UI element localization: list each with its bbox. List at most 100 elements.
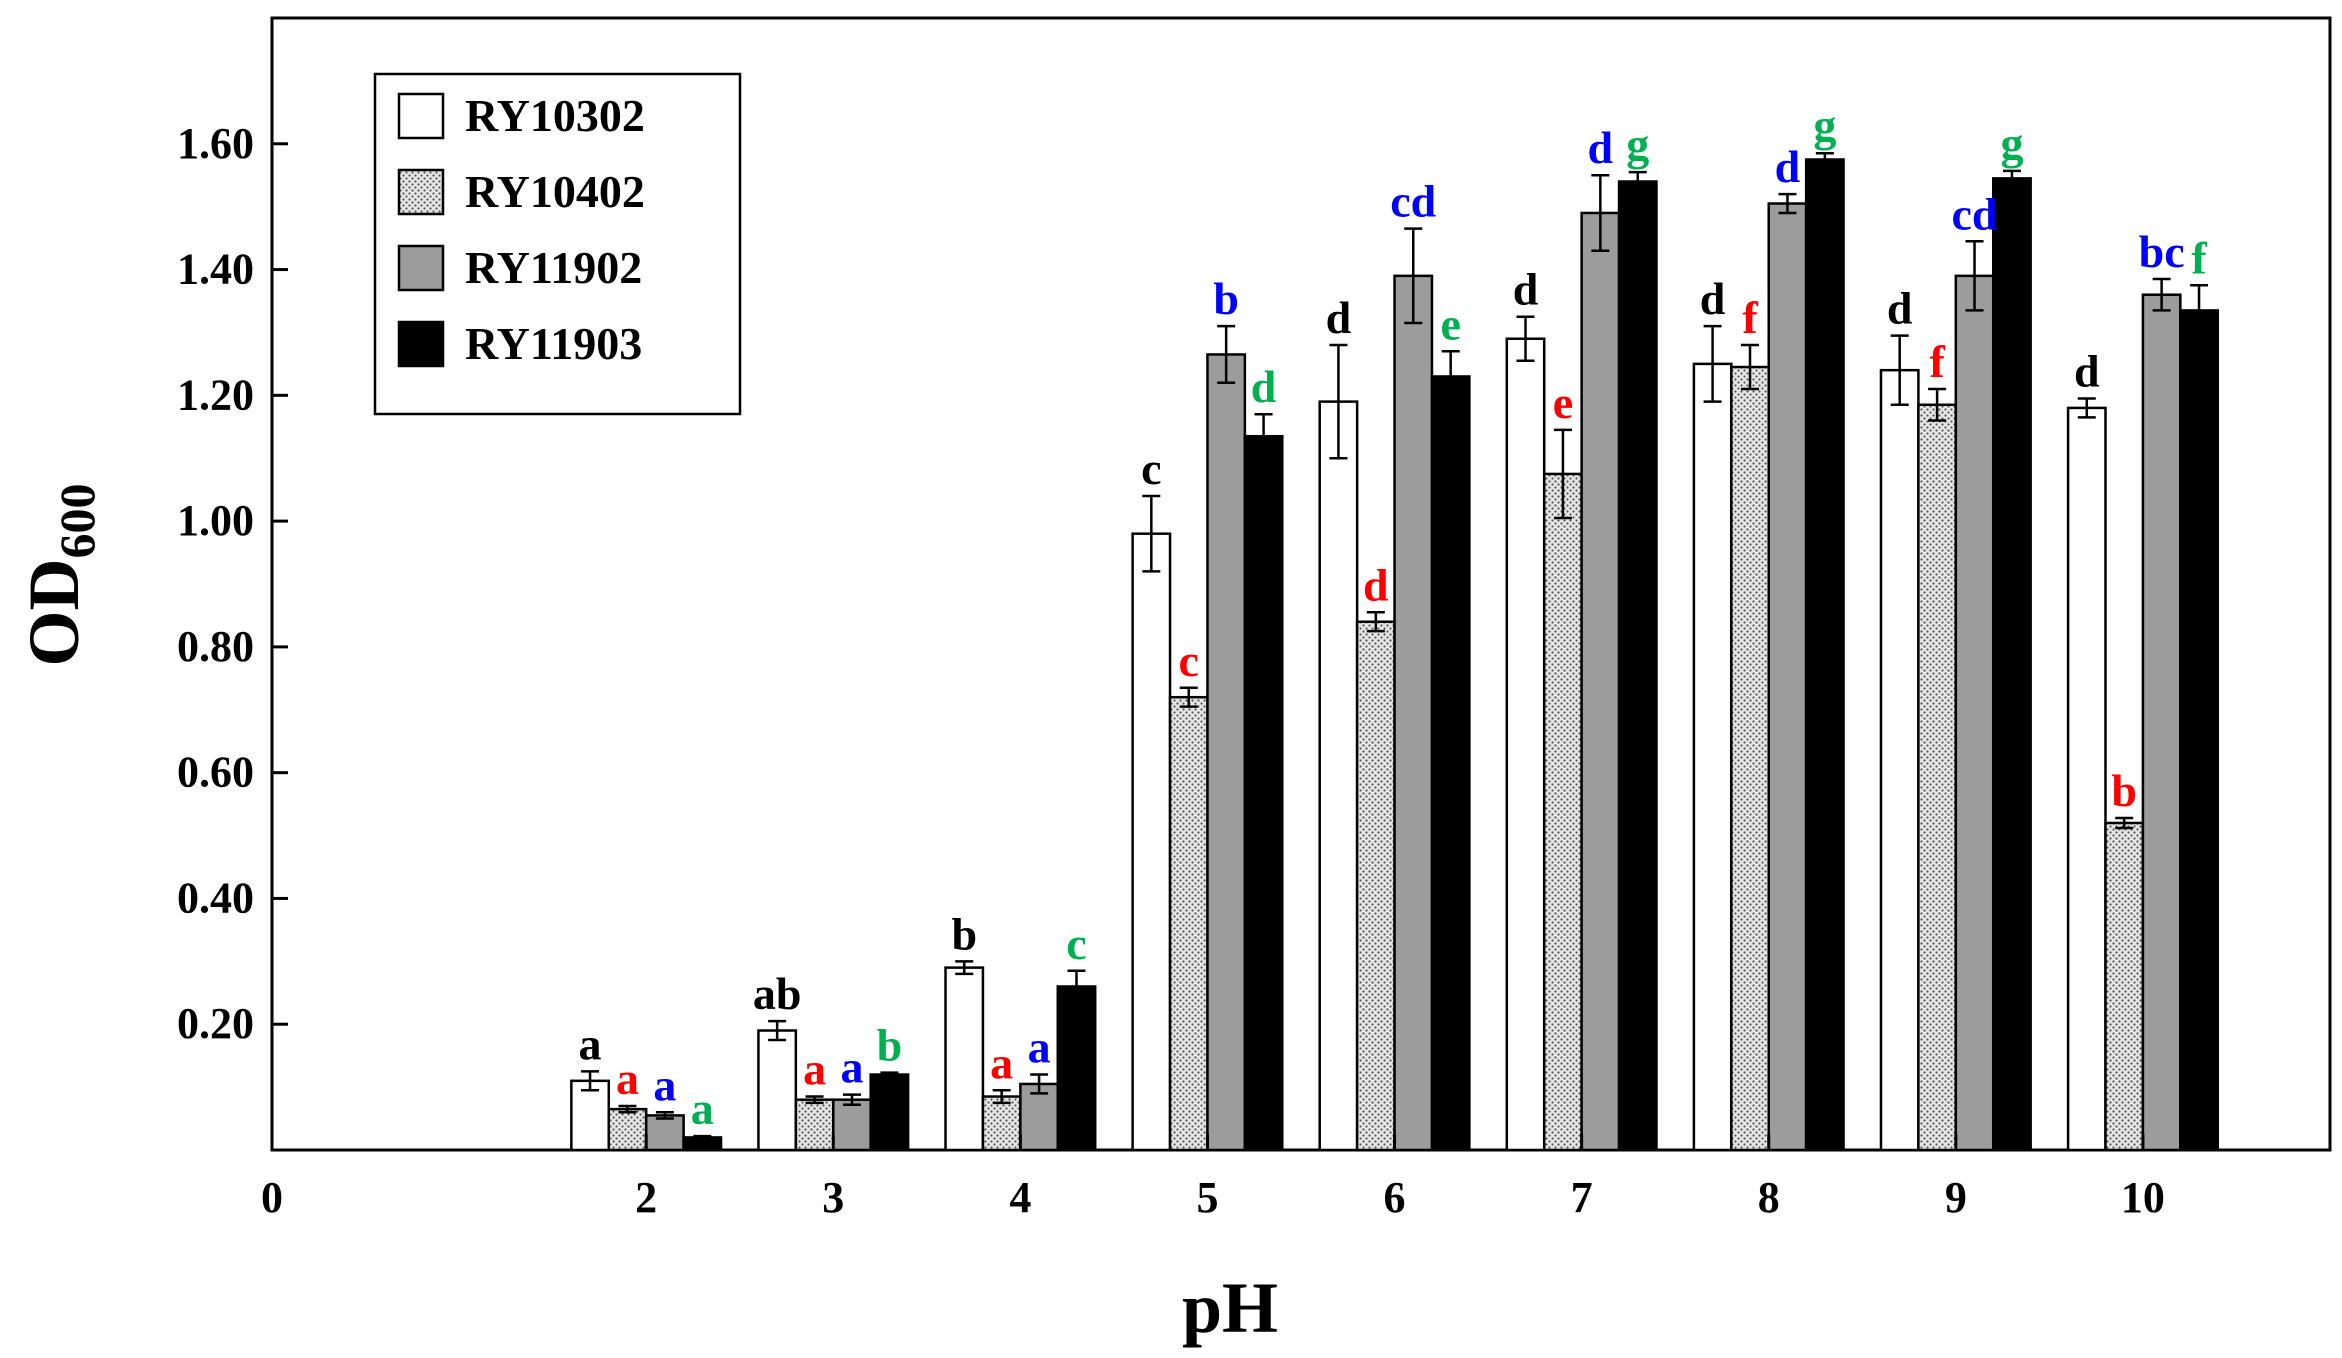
significance-letter: d xyxy=(1887,283,1913,334)
error-bar xyxy=(2152,277,2171,312)
significance-letter: d xyxy=(1775,141,1801,192)
error-bar xyxy=(618,1104,637,1114)
y-axis-label-text: OD600 xyxy=(14,484,105,667)
bar xyxy=(1430,375,1471,1152)
y-tick-label: 1.60 xyxy=(177,119,254,168)
bar xyxy=(607,1107,648,1152)
significance-letter: bc xyxy=(2139,226,2185,277)
y-tick-label: 0.60 xyxy=(177,748,254,797)
significance-letter: d xyxy=(1251,361,1277,412)
error-bar xyxy=(1778,192,1797,215)
error-bar xyxy=(1142,494,1161,573)
error-bar xyxy=(2077,397,2096,419)
y-tick-label: 0.40 xyxy=(177,873,254,922)
bar xyxy=(2104,821,2145,1152)
x-tick-label: 8 xyxy=(1758,1173,1780,1222)
bar xyxy=(1879,368,1920,1152)
y-tick-label: 1.40 xyxy=(177,245,254,294)
y-axis-label-main: OD xyxy=(14,559,94,667)
bar xyxy=(1505,337,1546,1152)
bar xyxy=(1318,400,1359,1152)
error-bar xyxy=(2190,284,2209,337)
legend-swatch xyxy=(397,320,445,368)
significance-letter: d xyxy=(1326,292,1352,343)
error-bar xyxy=(693,1134,712,1140)
significance-letter: g xyxy=(2000,118,2023,169)
y-axis-label-subscript: 600 xyxy=(49,484,105,559)
error-bar xyxy=(655,1111,674,1120)
significance-letter: f xyxy=(1929,336,1945,387)
legend-label: RY11902 xyxy=(465,242,642,293)
significance-letter: g xyxy=(1813,100,1836,151)
legend-swatch xyxy=(397,244,445,292)
error-bar xyxy=(1890,334,1909,407)
significance-letter: a xyxy=(803,1044,826,1095)
legend-label: RY10402 xyxy=(465,166,645,217)
significance-letter: d xyxy=(2074,345,2100,396)
error-bar xyxy=(1516,315,1535,362)
bar xyxy=(1991,177,2032,1152)
significance-letter: a xyxy=(840,1042,863,1093)
bar xyxy=(644,1114,685,1152)
bar xyxy=(1804,158,1845,1152)
error-bar xyxy=(1965,240,1984,312)
bar xyxy=(944,966,985,1152)
error-bar xyxy=(1067,969,1086,1004)
significance-letter: cd xyxy=(1390,176,1436,227)
error-bar xyxy=(1928,387,1947,422)
error-bar xyxy=(1030,1073,1049,1095)
significance-letter: a xyxy=(691,1083,714,1134)
x-tick-label: 10 xyxy=(2121,1173,2165,1222)
significance-letter: d xyxy=(1700,273,1726,324)
error-bar xyxy=(1741,343,1760,391)
error-bar xyxy=(1179,686,1198,708)
error-bar xyxy=(2002,169,2021,188)
significance-letter: b xyxy=(1213,273,1239,324)
significance-letter: d xyxy=(1513,264,1539,315)
bar xyxy=(832,1098,872,1152)
x-tick-label: 0 xyxy=(261,1173,283,1222)
bar xyxy=(1767,202,1808,1152)
y-tick-label: 0.80 xyxy=(177,622,254,671)
error-bar xyxy=(1404,227,1423,325)
error-bar xyxy=(1703,324,1722,403)
y-tick-label: 1.20 xyxy=(177,370,254,419)
bar xyxy=(1393,274,1434,1152)
significance-letter: f xyxy=(1742,292,1758,343)
y-axis-label: OD600 xyxy=(14,484,105,667)
bar xyxy=(869,1073,910,1152)
legend-swatch xyxy=(397,92,445,140)
bar xyxy=(1617,180,1658,1152)
bar xyxy=(1580,211,1621,1152)
x-tick-label: 2 xyxy=(635,1173,657,1222)
significance-letter: d xyxy=(1588,122,1614,173)
significance-letter: d xyxy=(1363,559,1389,610)
y-tick-label: 0.20 xyxy=(177,999,254,1048)
plot-area-border xyxy=(270,16,2332,1152)
significance-letter: f xyxy=(2191,232,2207,283)
x-tick-label: 9 xyxy=(1945,1173,1967,1222)
error-bar xyxy=(955,960,974,976)
error-bar xyxy=(805,1095,824,1105)
bar xyxy=(794,1098,835,1152)
significance-letter: b xyxy=(951,908,977,959)
bar xyxy=(1542,472,1583,1152)
error-bar xyxy=(2115,816,2134,830)
bar xyxy=(981,1095,1022,1152)
error-bar xyxy=(1591,173,1610,252)
error-bar xyxy=(1254,412,1273,460)
significance-letter: a xyxy=(990,1037,1013,1088)
bar xyxy=(2141,293,2182,1152)
bar xyxy=(1730,365,1770,1152)
significance-letter: a xyxy=(1028,1022,1051,1073)
bar xyxy=(1056,985,1097,1152)
bar xyxy=(2179,309,2219,1152)
legend-swatch xyxy=(397,168,445,216)
significance-letter: b xyxy=(877,1020,903,1071)
x-tick-label: 6 xyxy=(1384,1173,1406,1222)
significance-letter: cd xyxy=(1952,188,1998,239)
significance-letter: a xyxy=(653,1059,676,1110)
error-bar xyxy=(1366,611,1385,633)
bar xyxy=(1917,403,1958,1152)
